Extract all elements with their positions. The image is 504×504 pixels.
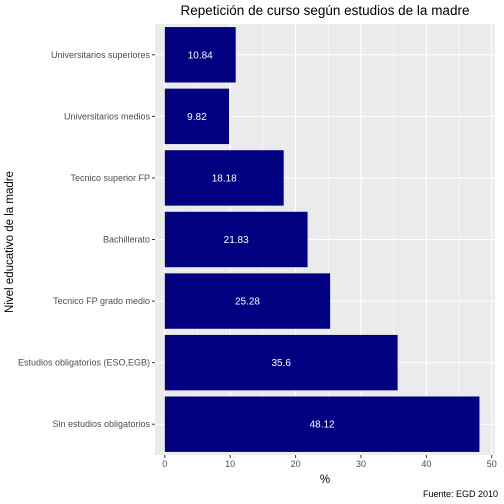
y-axis: Universitarios superiores Universitarios … <box>18 50 155 429</box>
x-tick-label: 40 <box>421 459 431 469</box>
x-axis: 0 10 20 30 40 50 <box>162 455 497 469</box>
bar <box>164 211 308 268</box>
bar-value-label: 21.83 <box>224 235 249 246</box>
y-tick-label: Estudios obligatorios (ESO,EGB) <box>18 358 150 368</box>
bar <box>164 396 480 452</box>
bar <box>164 27 236 83</box>
bar-value-label: 35.6 <box>271 358 291 369</box>
y-tick-label: Universitarios medios <box>64 111 151 121</box>
x-axis-title: % <box>320 474 330 486</box>
x-tick-label: 50 <box>487 459 497 469</box>
y-axis-title: Nivel educativo de la madre <box>4 171 16 313</box>
chart-caption: Fuente: EGD 2010 <box>423 489 498 499</box>
x-tick-label: 10 <box>225 459 235 469</box>
x-tick-label: 0 <box>162 459 167 469</box>
bar-value-label: 9.82 <box>187 112 207 123</box>
y-tick-label: Tecnico superior FP <box>70 173 150 183</box>
y-tick-label: Bachillerato <box>103 235 150 245</box>
y-tick-label: Sin estudios obligatorios <box>52 419 150 429</box>
bar-value-label: 10.84 <box>188 50 213 61</box>
bar <box>164 88 230 145</box>
y-tick-label: Tecnico FP grado medio <box>53 296 150 306</box>
y-tick-label: Universitarios superiores <box>51 50 151 60</box>
bar <box>164 334 398 391</box>
bar <box>164 273 331 329</box>
bar-labels: 10.84 9.82 18.18 21.83 25.28 35.6 48.12 <box>187 50 335 430</box>
chart-title: Repetición de curso según estudios de la… <box>181 3 470 18</box>
bar <box>164 150 284 206</box>
bar-value-label: 25.28 <box>235 297 260 308</box>
x-tick-label: 30 <box>356 459 366 469</box>
bar-value-label: 18.18 <box>212 173 237 184</box>
bar-value-label: 48.12 <box>310 420 335 431</box>
bars <box>164 27 480 452</box>
x-tick-label: 20 <box>291 459 301 469</box>
